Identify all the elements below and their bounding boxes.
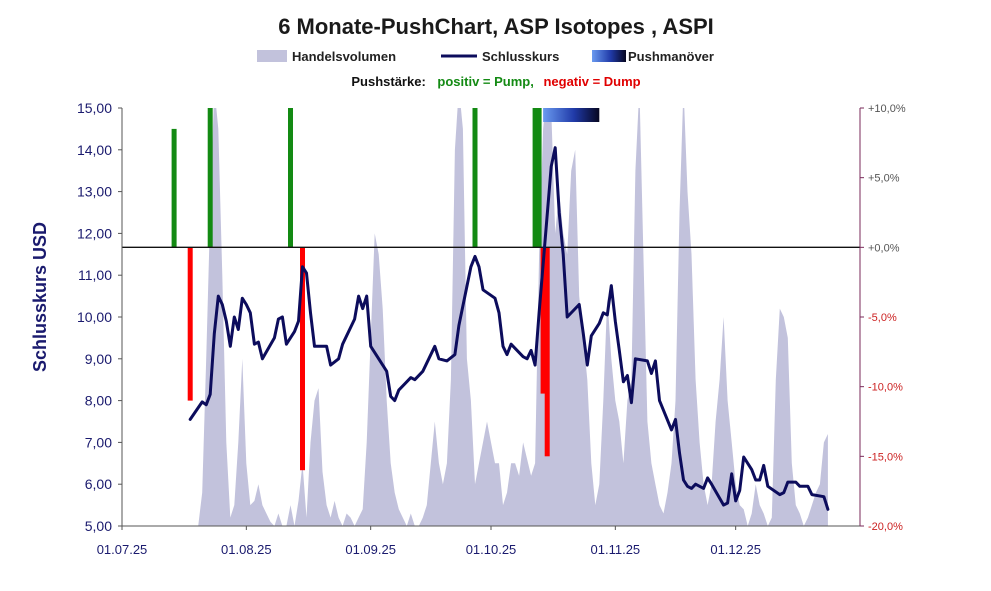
- right-tick-labels: -20,0% -15,0% -10,0% -5,0% +0,0% +5,0% +10,0%: [868, 103, 906, 533]
- volume-area: [122, 108, 828, 526]
- price-line-layer: [188, 146, 830, 511]
- x-tick-labels: 01.07.25 01.08.25 01.09.25 01.10.25 01.11.25…: [97, 542, 761, 557]
- x-tick-label-5: 01.12.25: [710, 542, 761, 557]
- push-legend-positive: positiv = Pump,: [437, 74, 533, 89]
- y2-tick-label-0: -20,0%: [868, 521, 903, 533]
- y2-tick-label-6: +10,0%: [868, 103, 906, 115]
- y-tick-label-4: 9,00: [85, 351, 112, 367]
- x-tick-label-2: 01.09.25: [345, 542, 396, 557]
- push-legend-prefix: Pushstärke:: [351, 74, 425, 89]
- volume-area-layer: [122, 108, 828, 526]
- push-manoeuvre-band: [543, 108, 600, 122]
- chart-title: 6 Monate-PushChart, ASP Isotopes , ASPI: [278, 14, 714, 39]
- dump-bar-8: [540, 247, 546, 394]
- y-tick-label-7: 12,00: [77, 225, 112, 241]
- x-tick-label-0: 01.07.25: [97, 542, 148, 557]
- legend-swatch-volume: [257, 50, 287, 62]
- legend-swatch-push: [592, 50, 626, 62]
- y2-tick-label-3: -5,0%: [868, 312, 897, 324]
- dump-bar-9: [544, 247, 550, 457]
- push-bars-layer: [171, 108, 600, 471]
- x-tick-label-1: 01.08.25: [221, 542, 272, 557]
- y-tick-label-1: 6,00: [85, 476, 112, 492]
- pump-bar-6: [532, 108, 538, 248]
- legend-label-volume: Handelsvolumen: [292, 49, 396, 64]
- y2-tick-label-2: -10,0%: [868, 382, 903, 394]
- y-tick-label-10: 15,00: [77, 100, 112, 116]
- legend-label-price: Schlusskurs: [482, 49, 559, 64]
- dump-bar-4: [300, 247, 305, 471]
- y-tick-label-8: 13,00: [77, 184, 112, 200]
- axes-layer: [118, 107, 864, 530]
- pump-bar-2: [207, 108, 213, 248]
- svg-text:Pushstärke: positiv = Pu: Pushstärke: positiv = Pump, negativ = Du…: [351, 74, 640, 89]
- y-tick-label-6: 11,00: [78, 267, 112, 283]
- push-strength-legend: Pushstärke: positiv = Pump, negativ = Du…: [351, 74, 640, 89]
- y2-tick-label-1: -15,0%: [868, 451, 903, 463]
- legend: Handelsvolumen Schlusskurs Pushmanöver: [257, 49, 714, 64]
- y-tick-label-3: 8,00: [85, 393, 112, 409]
- y2-tick-label-5: +5,0%: [868, 173, 900, 185]
- pump-bar-7: [536, 108, 542, 248]
- y2-tick-label-4: +0,0%: [868, 242, 900, 254]
- x-tick-label-3: 01.10.25: [466, 542, 517, 557]
- price-line: [188, 146, 830, 511]
- y-axis-label: Schlusskurs USD: [30, 222, 50, 372]
- legend-label-push: Pushmanöver: [628, 49, 714, 64]
- pump-bar-3: [288, 108, 293, 248]
- x-tick-label-4: 01.11.25: [591, 542, 641, 557]
- left-tick-labels: 5,00 6,00 7,00 8,00 9,00 10,00 11,00 12,00 13,00…: [77, 100, 112, 534]
- y-tick-label-0: 5,00: [85, 518, 112, 534]
- y-tick-label-9: 14,00: [77, 142, 112, 158]
- pump-bar-5: [472, 108, 478, 248]
- y-tick-label-2: 7,00: [85, 434, 112, 450]
- y-tick-label-5: 10,00: [77, 309, 112, 325]
- dump-bar-1: [187, 247, 193, 401]
- push-legend-negative: negativ = Dump: [543, 74, 640, 89]
- pump-bar-0: [171, 128, 177, 248]
